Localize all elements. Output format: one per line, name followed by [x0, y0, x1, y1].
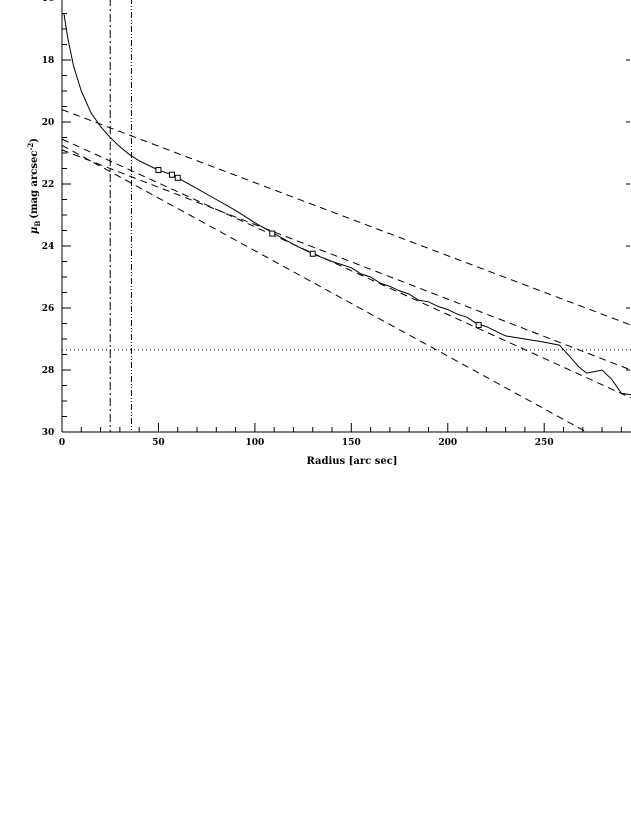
square-marker: [475, 322, 482, 329]
y-axis-ticks: 16 18 20 22 24 26 28 30: [42, 0, 630, 438]
x-tick-label: 150: [342, 438, 361, 448]
x-tick-label: 50: [152, 438, 165, 448]
square-marker: [155, 167, 162, 174]
x-axis-ticks: 0 50 100 150 200 250: [59, 423, 622, 448]
y-axis-label-units-close: ): [29, 138, 40, 143]
y-tick-label: 26: [42, 304, 55, 314]
x-axis-label: Radius [arc sec]: [306, 456, 397, 467]
y-tick-label: 22: [42, 180, 55, 190]
data-series: [61, 13, 631, 433]
y-axis-label-subscript: B: [33, 221, 42, 227]
y-axis-label-symbol: μ: [29, 227, 40, 234]
square-marker: [174, 174, 181, 181]
data-markers: [155, 167, 482, 329]
y-tick-label: 24: [42, 242, 55, 252]
square-marker: [269, 230, 276, 237]
x-tick-label: 0: [59, 438, 65, 448]
fit-line-4: [61, 149, 631, 371]
y-tick-label: 30: [42, 428, 55, 438]
square-marker: [309, 250, 316, 257]
x-tick-label: 200: [438, 438, 457, 448]
plot-frame: [61, 0, 631, 433]
y-axis-label: μB (mag arcsec-2): [26, 138, 42, 234]
profile-line: [63, 13, 631, 396]
y-axis-label-units: (mag arcsec: [29, 151, 40, 219]
fit-line-3: [61, 144, 587, 433]
y-tick-label: 20: [42, 118, 55, 128]
x-tick-label: 100: [245, 438, 264, 448]
y-axis-label-units-power: -2: [26, 143, 35, 151]
fit-line-2: [61, 138, 631, 399]
y-tick-label: 28: [42, 366, 55, 376]
x-tick-label: 250: [535, 438, 554, 448]
y-tick-label: 18: [42, 56, 55, 66]
reference-lines: [62, 0, 631, 432]
y-tick-label: 16: [42, 0, 55, 4]
square-marker: [168, 171, 175, 178]
fit-line-1: [61, 109, 631, 326]
